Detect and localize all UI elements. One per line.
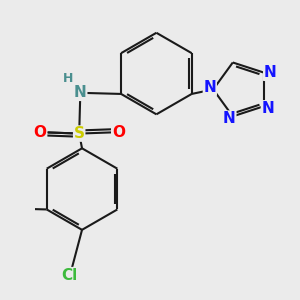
Text: H: H [63, 72, 73, 85]
Text: N: N [264, 65, 277, 80]
Text: O: O [34, 125, 46, 140]
Text: Cl: Cl [61, 268, 77, 283]
Text: S: S [74, 126, 85, 141]
Text: Cl: Cl [0, 201, 2, 216]
Text: N: N [262, 101, 274, 116]
Text: N: N [203, 80, 216, 95]
Text: N: N [223, 111, 236, 126]
Text: N: N [74, 85, 87, 100]
Text: O: O [112, 125, 125, 140]
